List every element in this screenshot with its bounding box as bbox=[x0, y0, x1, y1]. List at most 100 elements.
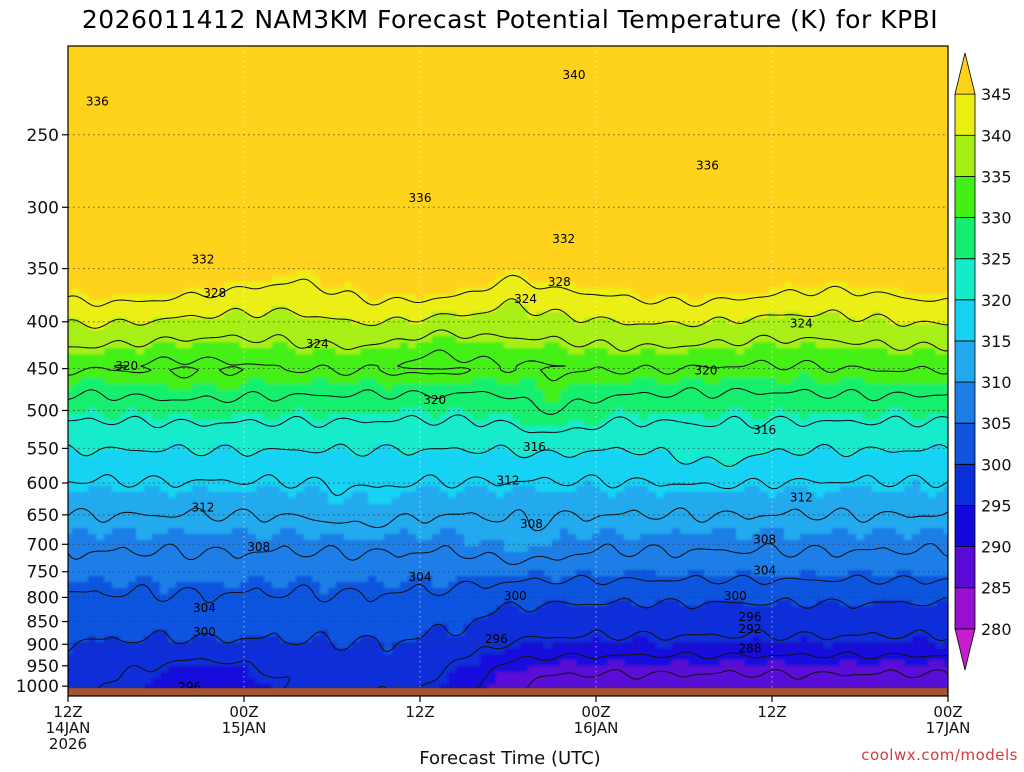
field-cell bbox=[736, 156, 745, 163]
field-cell bbox=[288, 72, 297, 79]
field-cell bbox=[536, 108, 545, 115]
field-cell bbox=[896, 46, 905, 49]
field-cell bbox=[848, 300, 857, 307]
field-cell bbox=[456, 96, 465, 103]
field-cell bbox=[584, 132, 593, 139]
field-cell bbox=[232, 174, 241, 181]
field-cell bbox=[616, 222, 625, 229]
field-cell bbox=[336, 48, 345, 55]
field-cell bbox=[320, 234, 329, 241]
field-cell bbox=[224, 132, 233, 139]
field-cell bbox=[200, 102, 209, 109]
field-cell bbox=[136, 252, 145, 259]
field-cell bbox=[728, 288, 737, 295]
field-cell bbox=[416, 180, 425, 187]
field-cell bbox=[256, 168, 265, 175]
field-cell bbox=[96, 264, 105, 271]
field-cell bbox=[200, 84, 209, 91]
field-cell bbox=[896, 90, 905, 97]
field-cell bbox=[216, 192, 225, 199]
field-cell bbox=[608, 216, 617, 223]
field-cell bbox=[256, 78, 265, 85]
field-cell bbox=[384, 276, 393, 283]
field-cell bbox=[496, 252, 505, 259]
field-cell bbox=[736, 150, 745, 157]
field-cell bbox=[896, 240, 905, 247]
field-cell bbox=[616, 234, 625, 241]
field-cell bbox=[776, 66, 785, 73]
field-cell bbox=[904, 246, 913, 253]
field-cell bbox=[616, 180, 625, 187]
field-cell bbox=[192, 72, 201, 79]
field-cell bbox=[128, 252, 137, 259]
field-cell bbox=[544, 114, 553, 121]
field-cell bbox=[552, 246, 561, 253]
field-cell bbox=[600, 66, 609, 73]
field-cell bbox=[888, 198, 897, 205]
field-cell bbox=[832, 258, 841, 265]
field-cell bbox=[144, 270, 153, 277]
field-cell bbox=[152, 222, 161, 229]
field-cell bbox=[896, 282, 905, 289]
field-cell bbox=[328, 156, 337, 163]
field-cell bbox=[752, 252, 761, 259]
field-cell bbox=[744, 264, 753, 271]
field-cell bbox=[504, 234, 513, 241]
field-cell bbox=[208, 216, 217, 223]
field-cell bbox=[400, 174, 409, 181]
field-cell bbox=[584, 168, 593, 175]
field-cell bbox=[728, 228, 737, 235]
field-cell bbox=[672, 78, 681, 85]
field-cell bbox=[776, 72, 785, 79]
field-cell bbox=[128, 54, 137, 61]
field-cell bbox=[136, 180, 145, 187]
field-cell bbox=[136, 282, 145, 289]
field-cell bbox=[888, 54, 897, 61]
field-cell bbox=[368, 216, 377, 223]
field-cell bbox=[720, 264, 729, 271]
field-cell bbox=[360, 252, 369, 259]
field-cell bbox=[712, 234, 721, 241]
field-cell bbox=[440, 252, 449, 259]
field-cell bbox=[88, 48, 97, 55]
field-cell bbox=[152, 294, 161, 301]
field-cell bbox=[192, 198, 201, 205]
field-cell bbox=[160, 162, 169, 169]
field-cell bbox=[232, 126, 241, 133]
field-cell bbox=[128, 96, 137, 103]
field-cell bbox=[72, 90, 81, 97]
field-cell bbox=[272, 54, 281, 61]
field-cell bbox=[864, 84, 873, 91]
field-cell bbox=[448, 252, 457, 259]
field-cell bbox=[312, 60, 321, 67]
field-cell bbox=[800, 276, 809, 283]
field-cell bbox=[272, 246, 281, 253]
field-cell bbox=[936, 180, 945, 187]
field-cell bbox=[928, 108, 937, 115]
field-cell bbox=[600, 264, 609, 271]
field-cell bbox=[104, 306, 113, 313]
field-cell bbox=[208, 60, 217, 67]
field-cell bbox=[456, 222, 465, 229]
field-cell bbox=[760, 276, 769, 283]
field-cell bbox=[856, 72, 865, 79]
field-cell bbox=[616, 252, 625, 259]
field-cell bbox=[944, 192, 948, 199]
field-cell bbox=[216, 294, 225, 301]
field-cell bbox=[208, 78, 217, 85]
field-cell bbox=[80, 258, 89, 265]
field-cell bbox=[368, 126, 377, 133]
field-cell bbox=[912, 114, 921, 121]
field-cell bbox=[712, 282, 721, 289]
field-cell bbox=[896, 228, 905, 235]
field-cell bbox=[88, 180, 97, 187]
field-cell bbox=[552, 174, 561, 181]
field-cell bbox=[184, 222, 193, 229]
field-cell bbox=[800, 180, 809, 187]
field-cell bbox=[752, 186, 761, 193]
field-cell bbox=[192, 84, 201, 91]
field-cell bbox=[624, 72, 633, 79]
field-cell bbox=[408, 240, 417, 247]
field-cell bbox=[280, 240, 289, 247]
field-cell bbox=[520, 78, 529, 85]
